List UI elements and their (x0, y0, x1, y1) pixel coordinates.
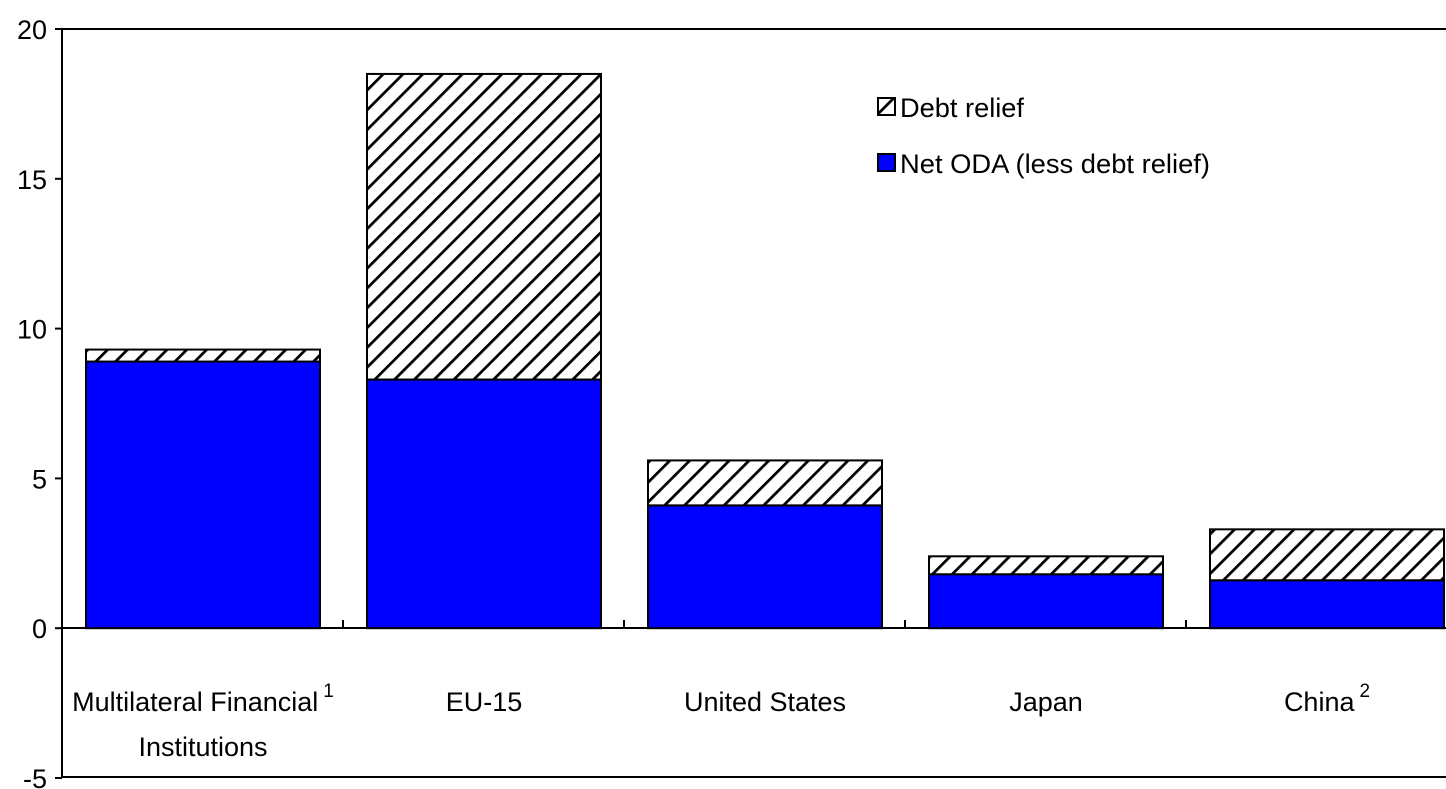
legend-swatch-debt-relief (877, 97, 896, 116)
x-labels: Multilateral Financial 1 Institutions EU-15… (72, 681, 1370, 762)
x-category-label: Japan (1009, 687, 1083, 717)
legend-swatch-net-oda (877, 153, 896, 172)
y-tick-label: 5 (32, 464, 47, 494)
bar-net-oda (928, 573, 1164, 630)
x-category-label: Multilateral Financial 1 (72, 681, 334, 717)
bar-net-oda (647, 504, 883, 630)
y-tick-label: 15 (17, 165, 47, 195)
bar-debt-relief (366, 72, 602, 381)
legend-item-net-oda: Net ODA (less debt relief) (877, 149, 1210, 179)
bar-net-oda (366, 378, 602, 630)
bar-debt-relief (1209, 528, 1445, 582)
legend-label-net-oda: Net ODA (less debt relief) (900, 149, 1210, 179)
x-category-label-line2: Institutions (138, 732, 267, 762)
x-category-label: EU-15 (446, 687, 523, 717)
bars (85, 72, 1445, 630)
y-tick-label: 20 (17, 15, 47, 45)
bar-debt-relief (647, 459, 883, 507)
bar-net-oda (85, 360, 321, 630)
x-ticks (342, 620, 1187, 628)
bar-net-oda (1209, 579, 1445, 630)
y-ticks: 20 15 10 5 0 -5 (17, 15, 62, 789)
bar-debt-relief (85, 348, 321, 363)
y-tick-label: 10 (17, 315, 47, 345)
x-category-label: China 2 (1284, 681, 1370, 717)
y-tick-label: -5 (23, 764, 47, 789)
legend-item-debt-relief: Debt relief (877, 93, 1024, 123)
x-category-label: United States (684, 687, 846, 717)
legend: Debt relief Net ODA (less debt relief) (877, 93, 1210, 179)
y-tick-label: 0 (32, 614, 47, 644)
legend-label-debt-relief: Debt relief (900, 93, 1024, 123)
bar-debt-relief (928, 555, 1164, 576)
